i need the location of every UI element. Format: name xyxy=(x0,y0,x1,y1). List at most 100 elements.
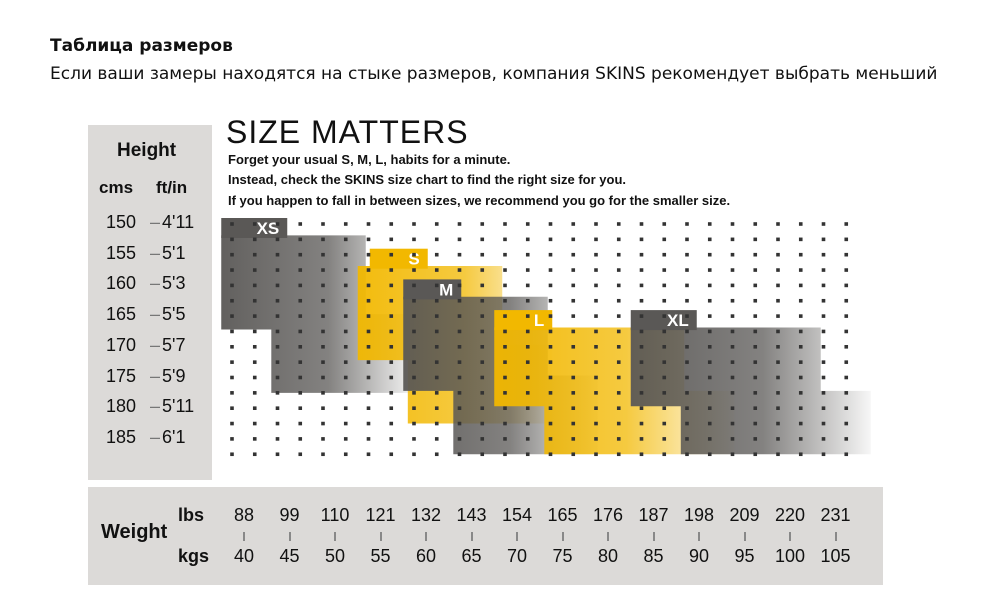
grid-dot xyxy=(662,298,667,303)
grid-dot xyxy=(821,360,826,364)
grid-dot xyxy=(844,406,849,410)
grid-dot xyxy=(389,406,394,410)
grid-dot xyxy=(366,298,371,303)
grid-dot xyxy=(525,406,530,410)
grid-dot xyxy=(707,222,712,226)
height-ft-label: 5'1 xyxy=(162,242,186,263)
grid-dot xyxy=(776,437,780,441)
weight-unit-kgs: kgs xyxy=(178,546,210,566)
grid-dot xyxy=(707,298,712,303)
grid-dot xyxy=(434,437,439,441)
grid-dot xyxy=(252,452,257,457)
grid-dot xyxy=(730,314,735,318)
grid-dot xyxy=(776,237,780,242)
grid-dot xyxy=(343,298,348,303)
grid-dot xyxy=(548,391,553,395)
grid-dot xyxy=(252,298,257,303)
grid-dot xyxy=(662,421,667,426)
grid-dot xyxy=(821,421,826,426)
grid-dot xyxy=(662,406,667,410)
grid-dot xyxy=(548,406,553,410)
grid-dot xyxy=(321,298,325,303)
grid-dot xyxy=(571,452,576,457)
weight-lbs-label: 121 xyxy=(365,505,396,525)
grid-dot xyxy=(366,222,371,226)
grid-dot xyxy=(321,345,325,349)
grid-dot xyxy=(571,391,576,395)
grid-dot xyxy=(730,329,735,334)
grid-dot xyxy=(343,268,348,272)
grid-dot xyxy=(525,452,530,457)
grid-dot xyxy=(252,237,257,242)
grid-dot xyxy=(639,252,644,257)
grid-dot xyxy=(798,452,803,457)
grid-dot xyxy=(503,237,507,242)
height-ft-label: 5'7 xyxy=(162,334,186,355)
grid-dot xyxy=(412,222,416,226)
weight-title: Weight xyxy=(101,521,168,543)
grid-dot xyxy=(844,252,849,257)
size-tab-xs xyxy=(221,218,288,238)
grid-dot xyxy=(230,437,234,441)
grid-dot xyxy=(480,452,485,457)
grid-dot xyxy=(753,298,758,303)
grid-dot xyxy=(412,283,416,288)
weight-lbs-label: 132 xyxy=(410,505,442,525)
grid-dot xyxy=(389,237,394,242)
grid-dot xyxy=(685,360,689,364)
grid-dot xyxy=(457,283,462,288)
height-cm-label: 150 xyxy=(106,212,137,232)
grid-dot xyxy=(412,298,416,303)
grid-dot xyxy=(616,283,621,288)
grid-dot xyxy=(343,222,348,226)
grid-dot xyxy=(525,375,530,380)
grid-dot xyxy=(321,421,325,426)
weight-tick xyxy=(652,532,655,541)
grid-dot xyxy=(730,406,735,410)
height-dash: – xyxy=(150,304,161,325)
grid-dot xyxy=(548,252,553,257)
grid-dot xyxy=(571,345,576,349)
grid-dot xyxy=(434,391,439,395)
grid-dot xyxy=(230,360,234,364)
weight-lbs-label: 209 xyxy=(729,505,760,525)
grid-dot xyxy=(366,283,371,288)
grid-dot xyxy=(230,314,234,318)
grid-dot xyxy=(480,237,485,242)
page-title: Таблица размеров xyxy=(50,36,233,56)
grid-dot xyxy=(571,237,576,242)
grid-dot xyxy=(844,345,849,349)
grid-dot xyxy=(616,437,621,441)
grid-dot xyxy=(503,375,507,380)
grid-dot xyxy=(707,360,712,364)
grid-dot xyxy=(798,406,803,410)
grid-dot xyxy=(343,314,348,318)
grid-dot xyxy=(298,298,303,303)
grid-dot xyxy=(275,329,280,334)
grid-dot xyxy=(366,391,371,395)
grid-dot xyxy=(730,375,735,380)
height-cm-label: 170 xyxy=(106,334,137,355)
grid-dot xyxy=(525,329,530,334)
grid-dot xyxy=(730,283,735,288)
grid-dot xyxy=(844,375,849,380)
grid-dot xyxy=(389,360,394,364)
grid-dot xyxy=(343,252,348,257)
grid-dot xyxy=(707,268,712,272)
grid-dot xyxy=(798,222,803,226)
grid-dot xyxy=(639,222,644,226)
grid-dot xyxy=(480,406,485,410)
grid-dot xyxy=(366,345,371,349)
grid-dot xyxy=(434,452,439,457)
grid-dot xyxy=(753,360,758,364)
grid-dot xyxy=(776,360,780,364)
grid-dot xyxy=(525,222,530,226)
weight-tick xyxy=(243,532,245,541)
grid-dot xyxy=(298,360,303,364)
grid-dot xyxy=(525,237,530,242)
weight-unit-lbs: lbs xyxy=(178,505,205,525)
grid-dot xyxy=(412,391,416,395)
grid-dot xyxy=(639,421,644,426)
grid-dot xyxy=(776,421,780,426)
grid-dot xyxy=(571,283,576,288)
